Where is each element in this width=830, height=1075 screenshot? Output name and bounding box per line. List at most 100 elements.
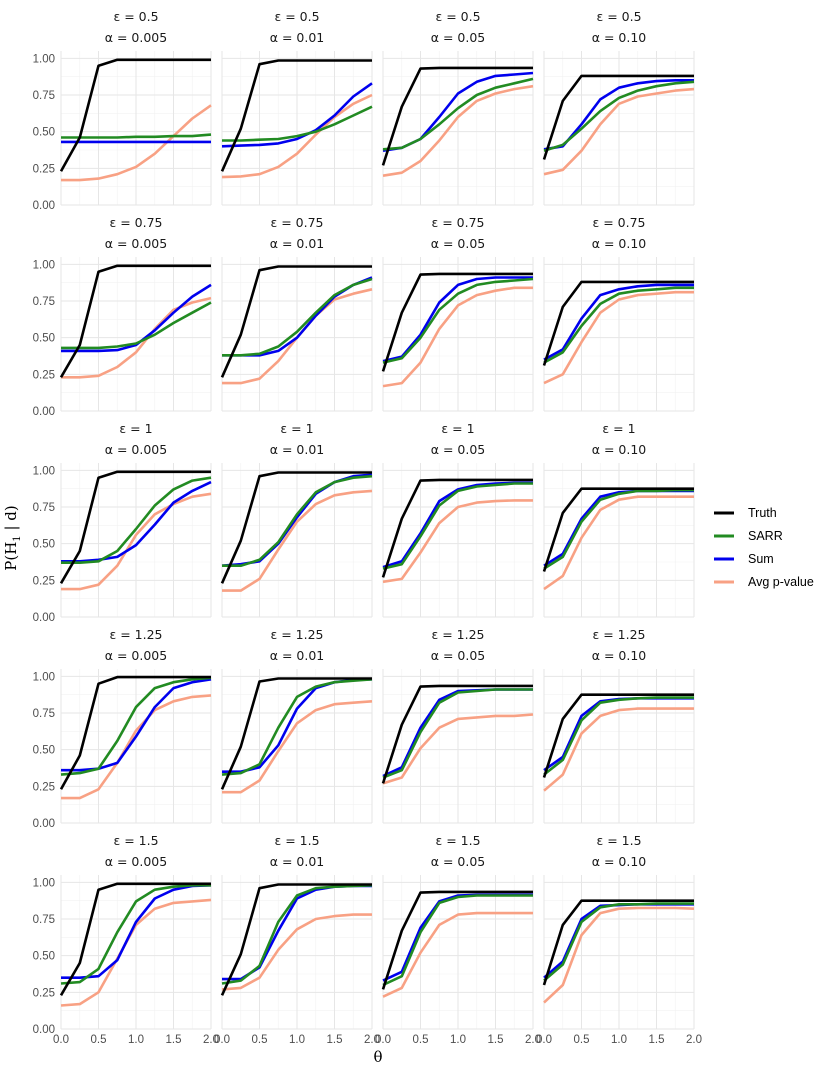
x-tick-label: 2.0: [525, 1034, 541, 1046]
panel-r3-c2: ε = 1 α = 0.01: [220, 421, 373, 618]
series-line-sarr: [222, 277, 373, 357]
strip-epsilon-label: ε = 0.75: [270, 215, 323, 230]
series-line-avg-p-value: [60, 898, 212, 1007]
panel-r2-c2: ε = 0.75 α = 0.01: [220, 215, 373, 412]
y-tick-label: 0.25: [33, 575, 55, 587]
panel-r5-c4: ε = 1.5 α = 0.10 0.0 0.5 1.0 1.5 2.0: [536, 833, 702, 1046]
series-line-avg-p-value: [543, 707, 694, 792]
strip-alpha-label: α = 0.05: [431, 442, 486, 457]
strip-epsilon-label: ε = 0.75: [592, 215, 645, 230]
strip-alpha-label: α = 0.005: [105, 648, 167, 663]
series-line-sum: [61, 678, 212, 772]
y-tick-label: 1.00: [33, 53, 55, 65]
series-line-truth: [381, 66, 533, 166]
panel-r1-c1: ε = 0.5 α = 0.005 0.00 0.25 0.50 0.75 1.00: [33, 9, 212, 212]
series-line-sarr: [382, 277, 534, 364]
strip-epsilon-label: ε = 1.25: [270, 627, 323, 642]
strip-epsilon-label: ε = 0.5: [435, 9, 480, 24]
panel-r1-c3: ε = 0.5 α = 0.05: [381, 9, 534, 206]
x-tick-label: 0.0: [53, 1034, 69, 1046]
strip-alpha-label: α = 0.05: [431, 236, 486, 251]
panel-r2-c3: ε = 0.75 α = 0.05: [381, 215, 534, 412]
series-line-truth: [220, 59, 372, 172]
panel-r4-c1: ε = 1.25 α = 0.005 0.00 0.25 0.50 0.75 1.00: [33, 627, 212, 830]
panel-r5-c3: ε = 1.5 α = 0.05 0.0 0.5 1.0 1.5 2.0: [375, 833, 541, 1046]
series-line-sarr: [382, 688, 533, 779]
strip-alpha-label: α = 0.10: [592, 648, 647, 663]
series-line-truth: [381, 272, 533, 372]
series-line-avg-p-value: [61, 492, 212, 591]
panel-r3-c1: ε = 1 α = 0.005 0.00 0.25 0.50 0.75 1.00: [33, 421, 212, 624]
x-tick-label: 0.5: [413, 1034, 429, 1046]
series-line-sum: [61, 480, 212, 563]
y-tick-label: 0.00: [33, 1024, 55, 1036]
strip-alpha-label: α = 0.10: [592, 854, 647, 869]
x-tick-label: 0.0: [375, 1034, 391, 1046]
y-tick-label: 0.00: [33, 612, 55, 624]
series-line-avg-p-value: [61, 296, 212, 379]
panel-r4-c4: ε = 1.25 α = 0.10: [542, 627, 695, 824]
series-line-truth: [59, 675, 211, 790]
y-tick-label: 0.75: [33, 90, 55, 102]
series-line-sarr: [61, 133, 212, 139]
legend-label: Sum: [748, 552, 774, 566]
series-line-avg-p-value: [543, 495, 694, 591]
series-line-sarr: [60, 883, 211, 985]
y-tick-label: 0.75: [33, 296, 55, 308]
y-tick-label: 0.25: [33, 163, 55, 175]
x-tick-label: 0.5: [91, 1034, 107, 1046]
series-line-avg-p-value: [221, 93, 373, 179]
x-tick-label: 0.0: [536, 1034, 552, 1046]
series-line-truth: [381, 478, 533, 578]
x-tick-label: 1.0: [611, 1034, 627, 1046]
series-line-avg-p-value: [543, 906, 695, 1004]
series-line-sum: [221, 82, 373, 148]
series-line-truth: [542, 74, 694, 160]
series-line-sarr: [382, 894, 533, 987]
strip-alpha-label: α = 0.005: [105, 236, 167, 251]
y-tick-label: 0.25: [33, 781, 55, 793]
series-line-avg-p-value: [543, 290, 694, 385]
series-line-avg-p-value: [382, 84, 534, 177]
y-tick-label: 1.00: [33, 465, 55, 477]
series-line-avg-p-value: [382, 713, 534, 785]
series-line-avg-p-value: [61, 104, 212, 182]
strip-epsilon-label: ε = 1.25: [431, 627, 484, 642]
y-tick-label: 0.75: [33, 708, 55, 720]
series-line-sarr: [61, 476, 212, 565]
y-tick-label: 1.00: [33, 259, 55, 271]
series-line-sarr: [543, 286, 694, 364]
series-line-truth: [542, 899, 694, 986]
series-line-truth: [220, 883, 372, 996]
y-tick-label: 0.50: [33, 127, 55, 139]
x-tick-label: 0.0: [214, 1034, 230, 1046]
strip-epsilon-label: ε = 1.5: [274, 833, 319, 848]
x-tick-label: 1.0: [450, 1034, 466, 1046]
panel-r4-c3: ε = 1.25 α = 0.05: [381, 627, 534, 824]
panels-layer: ε = 0.5 α = 0.005 0.00 0.25 0.50 0.75 1.00 ε = …: [33, 9, 702, 1046]
series-line-sum: [543, 283, 694, 361]
series-line-truth: [59, 882, 211, 996]
x-tick-label: 1.0: [128, 1034, 144, 1046]
strip-epsilon-label: ε = 0.75: [431, 215, 484, 230]
panel-r3-c4: ε = 1 α = 0.10: [542, 421, 695, 618]
strip-alpha-label: α = 0.10: [592, 30, 647, 45]
series-line-truth: [381, 684, 533, 784]
series-line-sarr: [543, 902, 694, 982]
panel-r2-c1: ε = 0.75 α = 0.005 0.00 0.25 0.50 0.75 1.00: [33, 215, 212, 418]
series-line-sarr: [543, 80, 695, 152]
legend-item: SARR: [714, 529, 783, 543]
x-tick-label: 2.0: [686, 1034, 702, 1046]
strip-alpha-label: α = 0.05: [431, 30, 486, 45]
x-tick-label: 2.0: [364, 1034, 380, 1046]
strip-alpha-label: α = 0.01: [270, 442, 325, 457]
series-line-avg-p-value: [222, 489, 373, 592]
strip-epsilon-label: ε = 0.5: [596, 9, 641, 24]
series-line-sarr: [221, 678, 373, 776]
series-line-avg-p-value: [382, 499, 533, 584]
strip-epsilon-label: ε = 0.5: [113, 9, 158, 24]
y-tick-label: 0.25: [33, 369, 55, 381]
strip-epsilon-label: ε = 1.5: [113, 833, 158, 848]
series-line-sarr: [222, 474, 373, 568]
